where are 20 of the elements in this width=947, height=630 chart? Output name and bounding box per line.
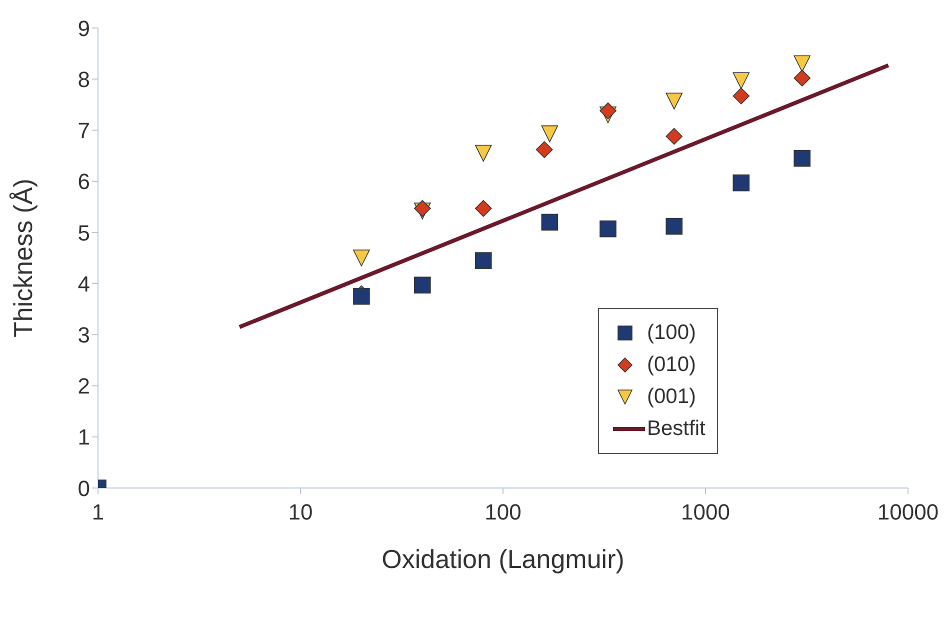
x-tick-label: 100 — [484, 500, 522, 525]
y-tick-label: 0 — [78, 476, 90, 501]
legend-label: (001) — [647, 385, 696, 409]
y-tick-label: 8 — [78, 66, 90, 92]
y-axis-title: Thickness (Å) — [8, 178, 38, 338]
y-tick-label: 6 — [78, 169, 90, 194]
y-tick-label: 2 — [78, 374, 90, 399]
y-tick-label: 3 — [78, 322, 90, 348]
x-tick-label: 10000 — [877, 500, 939, 525]
y-tick-label: 1 — [78, 424, 90, 450]
y-tick-label: 5 — [78, 220, 90, 246]
legend-label: (010) — [647, 353, 696, 377]
x-tick-label: 10 — [288, 500, 313, 525]
x-axis-title: Oxidation (Langmuir) — [382, 544, 624, 574]
y-tick-label: 7 — [78, 118, 90, 144]
y-tick-label: 9 — [78, 16, 90, 41]
legend-label: Bestfit — [647, 417, 706, 441]
x-tick-label: 1000 — [681, 500, 730, 525]
legend-label: (100) — [647, 321, 696, 345]
y-tick-label: 4 — [78, 271, 90, 296]
